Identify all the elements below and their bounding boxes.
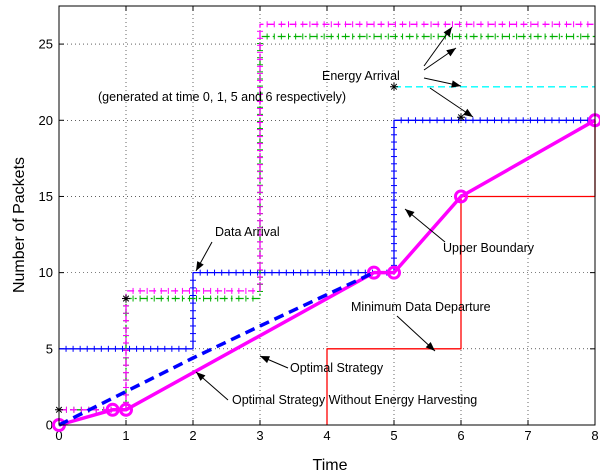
x-tick-label: 4 [323,428,330,443]
plot-frame [58,5,596,426]
annotation-arrowhead [451,80,461,88]
annotation-arrowhead [425,341,435,351]
series [52,21,600,432]
data-point [366,265,381,280]
y-tick-label: 10 [39,265,53,280]
annotation-arrowhead [260,356,270,364]
annotation-optimal-strategy: Optimal Strategy [290,361,384,375]
annotation-arrowhead [463,108,473,117]
x-tick-label: 6 [457,428,464,443]
annotation-arrows [195,26,474,401]
data-point [105,402,120,417]
energy-marker [390,83,398,90]
annotation-upper-boundary: Upper Boundary [443,241,535,255]
annotation-arrowhead [405,209,415,218]
annotation-arrowhead [196,261,204,271]
series-line-6 [58,118,596,427]
y-tick-label: 25 [39,37,53,52]
ticks: 0 1 2 3 4 5 6 7 8 0 5 10 15 20 25 [39,6,599,443]
y-tick-label: 15 [39,189,53,204]
energy-marker [457,114,465,121]
annotation-arrowhead [443,27,452,37]
x-tick-label: 5 [390,428,397,443]
y-tick-label: 0 [46,418,53,433]
x-tick-label: 1 [122,428,129,443]
x-tick-label: 7 [524,428,531,443]
data-point [454,189,468,204]
annotation-energy-arrival-note: (generated at time 0, 1, 5 and 6 respect… [98,90,346,104]
annotation-energy-arrival: Energy Arrival [322,69,400,83]
x-tick-label: 0 [55,428,62,443]
x-axis-label: Time [313,457,348,474]
x-tick-label: 2 [189,428,196,443]
annotation-arrowhead [196,372,206,381]
annotation-data-arrival: Data Arrival [215,225,280,239]
energy-marker [122,295,130,302]
annotations: Energy Arrival (generated at time 0, 1, … [98,69,535,407]
data-point [119,402,133,417]
x-tick-label: 3 [256,428,263,443]
y-tick-label: 5 [46,341,53,356]
x-tick-label: 8 [591,428,598,443]
annotation-minimum-data-departure: Minimum Data Departure [351,300,491,314]
y-tick-label: 20 [39,113,53,128]
annotation-arrowhead [446,48,456,57]
data-point [387,265,401,280]
y-axis-label: Number of Packets [11,157,28,293]
annotation-optimal-without-eh: Optimal Strategy Without Energy Harvesti… [232,393,477,407]
